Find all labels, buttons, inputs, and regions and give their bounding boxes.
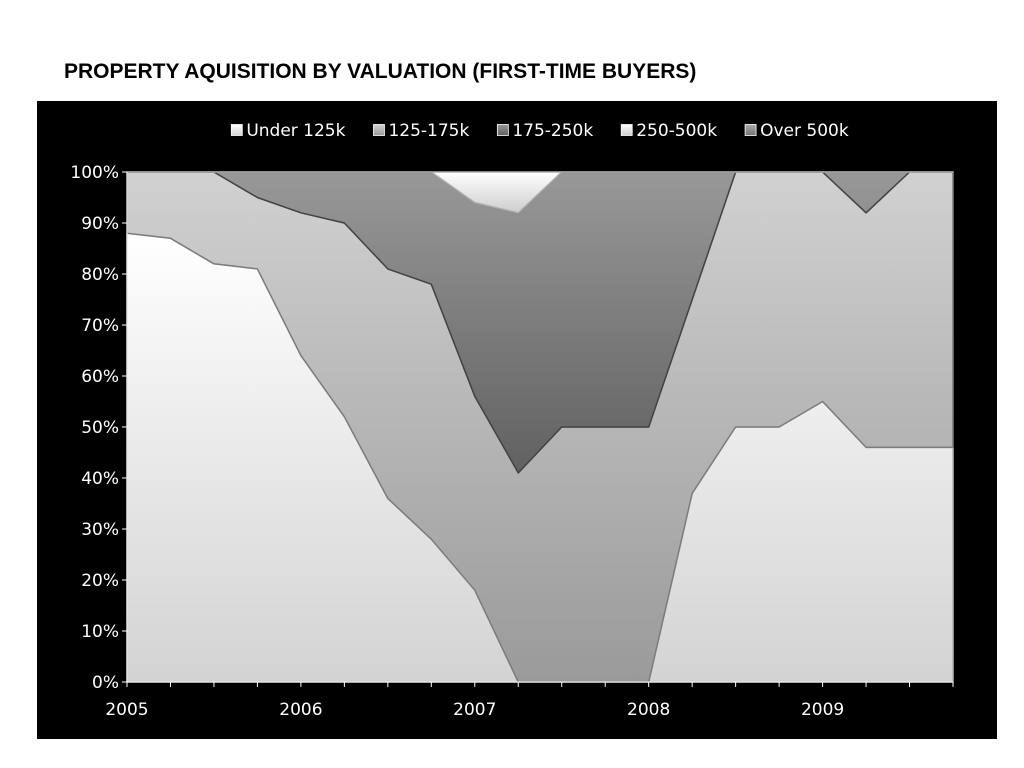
x-tick-label: 2005 xyxy=(105,700,148,720)
plot-areas xyxy=(126,171,954,683)
chart-title: PROPERTY AQUISITION BY VALUATION (FIRST-… xyxy=(64,60,697,83)
axes: 0% 10% 20% 30% 40% 50% 60% 70% 80% 90% 100% 2005 200… xyxy=(70,163,954,720)
chart-svg: Under 125k 125-175k 175-250k 250-500k Over 5… xyxy=(70,121,954,720)
legend-swatch xyxy=(230,124,243,136)
chart-panel: Under 125k 125-175k 175-250k 250-500k Over 5… xyxy=(37,101,997,739)
legend: Under 125k 125-175k 175-250k 250-500k Over 5… xyxy=(230,121,849,141)
x-tick-label: 2007 xyxy=(453,700,496,720)
area-series-3 xyxy=(126,171,954,214)
y-tick-label: 10% xyxy=(81,622,119,642)
legend-swatch xyxy=(496,124,509,136)
y-tick-label: 0% xyxy=(92,673,119,693)
y-tick-label: 60% xyxy=(81,367,119,387)
legend-label: 125-175k xyxy=(388,121,469,141)
y-tick-label: 40% xyxy=(81,469,119,489)
legend-swatch xyxy=(373,124,385,136)
x-tick-label: 2006 xyxy=(279,700,322,720)
x-tick-label: 2009 xyxy=(801,700,844,720)
y-tick-label: 90% xyxy=(81,214,119,234)
y-tick-label: 50% xyxy=(81,418,119,438)
y-tick-label: 20% xyxy=(81,571,119,591)
y-tick-label: 80% xyxy=(81,265,119,285)
legend-label: Over 500k xyxy=(760,121,849,141)
legend-swatch xyxy=(620,124,633,136)
legend-label: Under 125k xyxy=(246,121,345,141)
x-tick-label: 2008 xyxy=(627,700,670,720)
legend-label: 250-500k xyxy=(636,121,717,141)
y-tick-label: 70% xyxy=(81,316,119,336)
y-tick-label: 30% xyxy=(81,520,119,540)
legend-label: 175-250k xyxy=(512,121,593,141)
y-tick-label: 100% xyxy=(70,163,119,183)
legend-swatch xyxy=(744,124,757,136)
